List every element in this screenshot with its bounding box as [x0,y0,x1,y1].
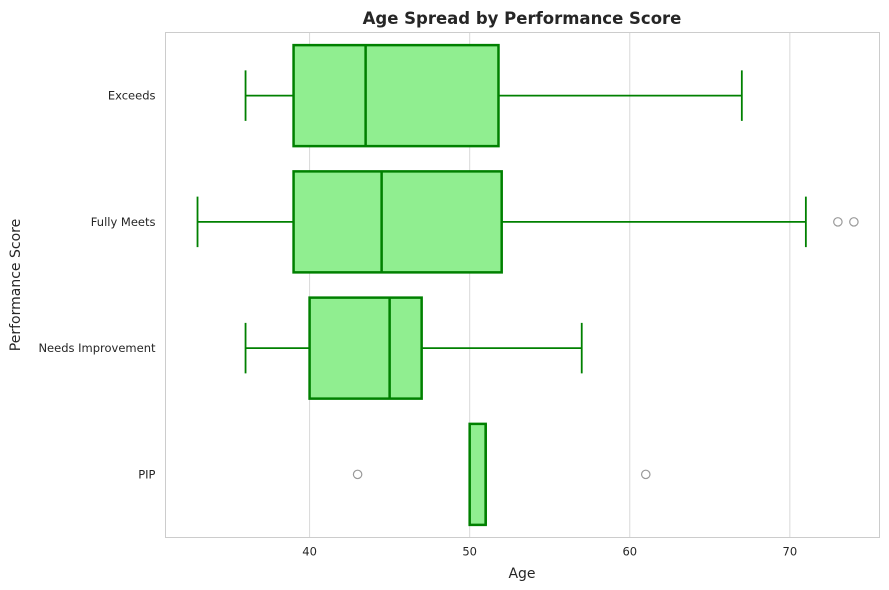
outlier-point [833,217,843,227]
x-tick-label: 70 [783,545,798,559]
chart-title: Age Spread by Performance Score [363,9,682,28]
outlier-point [849,217,859,227]
iqr-box [292,43,500,148]
plot-marks [196,43,859,527]
iqr-box [292,170,503,274]
x-axis-ticks: 40 50 60 70 [302,545,797,559]
x-axis-label: Age [508,566,535,582]
x-tick-label: 40 [302,545,317,559]
outlier-point [640,469,651,480]
y-axis-label: Performance Score [8,219,24,351]
y-tick-label: Needs Improvement [38,341,156,355]
outlier-point [352,469,363,480]
y-axis-ticks: Exceeds Fully Meets Needs Improvement PIP [38,89,156,482]
y-tick-label: Exceeds [108,89,156,103]
x-tick-label: 50 [462,545,477,559]
plot-frame [165,32,880,538]
x-tick-label: 60 [622,545,637,559]
iqr-box [308,296,423,400]
y-tick-label: PIP [138,467,155,481]
iqr-box [468,422,487,527]
y-tick-label: Fully Meets [91,215,156,229]
